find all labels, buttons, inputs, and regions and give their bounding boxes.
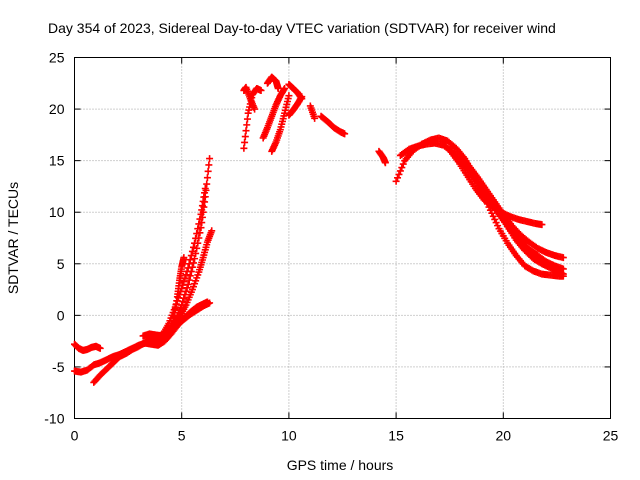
data-point-marker: [185, 276, 193, 284]
series-arc-14: [285, 93, 306, 119]
y-tick-label: -5: [52, 359, 65, 375]
series-arc-17: [375, 147, 389, 167]
data-point-marker: [193, 244, 201, 252]
data-point-marker: [189, 259, 197, 267]
data-point-marker: [180, 254, 188, 262]
data-point-marker: [191, 239, 199, 247]
data-point-marker: [559, 270, 567, 278]
data-point-marker: [184, 264, 192, 272]
x-tick-label: 15: [388, 428, 404, 444]
data-point-marker: [203, 180, 211, 188]
data-point-marker: [559, 254, 567, 262]
data-point-marker: [203, 174, 211, 182]
data-point-marker: [243, 121, 251, 129]
y-tick-label: 25: [49, 50, 65, 66]
data-point-marker: [194, 225, 202, 233]
axis-ticks: 0 5 10 15 20 25 -10 -5 0 5 10 15 20 25: [44, 50, 618, 444]
data-point-marker: [243, 115, 251, 123]
chart-title: Day 354 of 2023, Sidereal Day-to-day VTE…: [48, 20, 556, 36]
data-point-marker: [241, 133, 249, 141]
series-arc-7: [169, 254, 188, 325]
data-point-marker: [398, 164, 406, 172]
series-arc-6: [156, 227, 216, 346]
series-arc-15: [306, 102, 319, 122]
x-tick-label: 20: [496, 428, 512, 444]
data-point-marker: [206, 299, 214, 307]
data-point-marker: [285, 92, 293, 100]
data-point-marker: [186, 272, 194, 280]
y-tick-label: 0: [57, 307, 65, 323]
data-point-marker: [381, 159, 389, 167]
data-point-marker: [196, 215, 204, 223]
data-point-marker: [242, 127, 250, 135]
data-point-marker: [193, 230, 201, 238]
data-point-marker: [187, 252, 195, 260]
series-arc-3: [90, 299, 214, 386]
data-point-marker: [274, 84, 282, 92]
y-tick-label: 10: [49, 204, 65, 220]
series-arc-11: [263, 73, 282, 92]
series-arc-12: [268, 92, 293, 155]
data-point-marker: [183, 267, 191, 275]
data-point-marker: [96, 344, 104, 352]
series-arc-10: [259, 84, 289, 142]
data-point-marker: [192, 234, 200, 242]
x-axis-label: GPS time / hours: [287, 457, 394, 473]
data-point-marker: [241, 138, 249, 146]
series-arc-1: [71, 340, 104, 354]
data-point-marker: [538, 221, 546, 229]
series-arc-22: [478, 182, 567, 278]
data-point-marker: [186, 256, 194, 264]
data-point-marker: [257, 87, 265, 95]
data-point-marker: [206, 155, 214, 163]
data-point-marker: [185, 260, 193, 268]
series-arc-2: [71, 298, 211, 376]
data-point-marker: [189, 243, 197, 251]
series-arc-8: [240, 84, 265, 152]
y-axis-label: SDTVAR / TECUs: [5, 182, 21, 294]
data-point-marker: [201, 184, 209, 192]
y-tick-label: -10: [44, 411, 64, 427]
data-point-marker: [311, 114, 319, 122]
data-point-marker: [195, 220, 203, 228]
data-point-marker: [251, 105, 259, 113]
data-point-marker: [188, 247, 196, 255]
data-point-marker: [182, 271, 190, 279]
data-point-marker: [341, 130, 349, 138]
x-tick-label: 5: [178, 428, 186, 444]
x-tick-label: 10: [281, 428, 297, 444]
data-point-marker: [180, 278, 188, 286]
data-point-marker: [208, 227, 216, 235]
y-tick-label: 5: [57, 256, 65, 272]
data-point-marker: [281, 84, 289, 92]
data-point-marker: [240, 144, 248, 152]
data-point-marker: [298, 93, 306, 101]
y-tick-label: 20: [49, 101, 65, 117]
x-tick-label: 25: [603, 428, 619, 444]
data-point-marker: [394, 174, 402, 182]
data-point-marker: [399, 160, 407, 168]
data-point-marker: [204, 167, 212, 175]
grid: [74, 57, 611, 419]
data-point-marker: [396, 167, 404, 175]
series-arc-16: [317, 112, 349, 138]
data-point-marker: [395, 170, 403, 178]
data-point-marker: [205, 161, 213, 169]
x-tick-label: 0: [71, 428, 79, 444]
data-points: [71, 73, 567, 386]
series-arc-9: [240, 83, 259, 113]
data-point-marker: [392, 177, 400, 185]
y-tick-label: 15: [49, 153, 65, 169]
plot-frame: [74, 57, 611, 419]
